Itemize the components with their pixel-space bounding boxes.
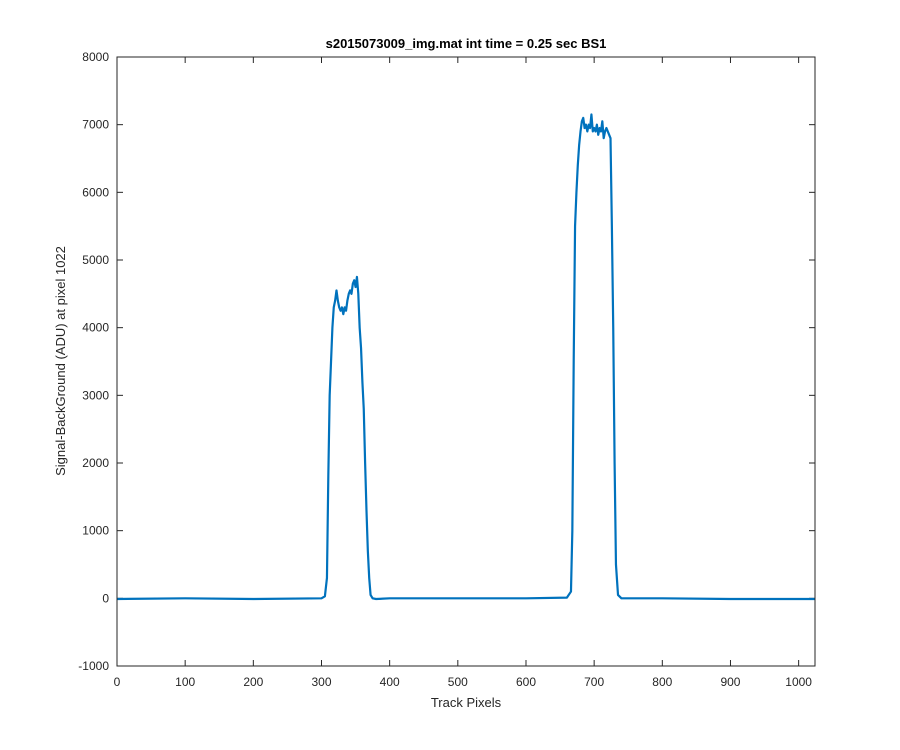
y-tick-label-5: 4000 (82, 321, 109, 335)
x-tick-label-10: 1000 (785, 675, 812, 689)
series-line (116, 113, 815, 601)
x-axis-label: Track Pixels (431, 695, 502, 710)
y-tick-label-3: 2000 (82, 456, 109, 470)
x-tick-label-3: 300 (311, 675, 331, 689)
y-tick-label-1: 0 (102, 591, 109, 605)
y-tick-label-8: 7000 (82, 118, 109, 132)
x-tick-label-2: 200 (243, 675, 263, 689)
x-tick-label-8: 800 (652, 675, 672, 689)
y-tick-labels: -1000 0 1000 2000 3000 4000 5000 6000 7000 8000 (78, 50, 109, 673)
x-tick-label-1: 100 (175, 675, 195, 689)
x-tick-label-6: 600 (516, 675, 536, 689)
x-tick-label-4: 400 (380, 675, 400, 689)
y-axis-label: Signal-BackGround (ADU) at pixel 1022 (53, 246, 68, 476)
plot-area (117, 57, 815, 666)
x-tick-labels: 0 100 200 300 400 500 600 700 800 900 1000 (114, 675, 813, 689)
x-tick-label-0: 0 (114, 675, 121, 689)
y-tick-label-4: 3000 (82, 388, 109, 402)
x-tick-label-9: 900 (720, 675, 740, 689)
x-tick-label-7: 700 (584, 675, 604, 689)
y-tick-label-6: 5000 (82, 253, 109, 267)
x-tick-label-5: 500 (448, 675, 468, 689)
y-tick-label-9: 8000 (82, 50, 109, 64)
y-tick-label-0: -1000 (78, 659, 109, 673)
axes-box (116, 56, 816, 667)
chart-title: s2015073009_img.mat int time = 0.25 sec … (326, 36, 607, 51)
y-tick-label-7: 6000 (82, 185, 109, 199)
y-tick-label-2: 1000 (82, 524, 109, 538)
